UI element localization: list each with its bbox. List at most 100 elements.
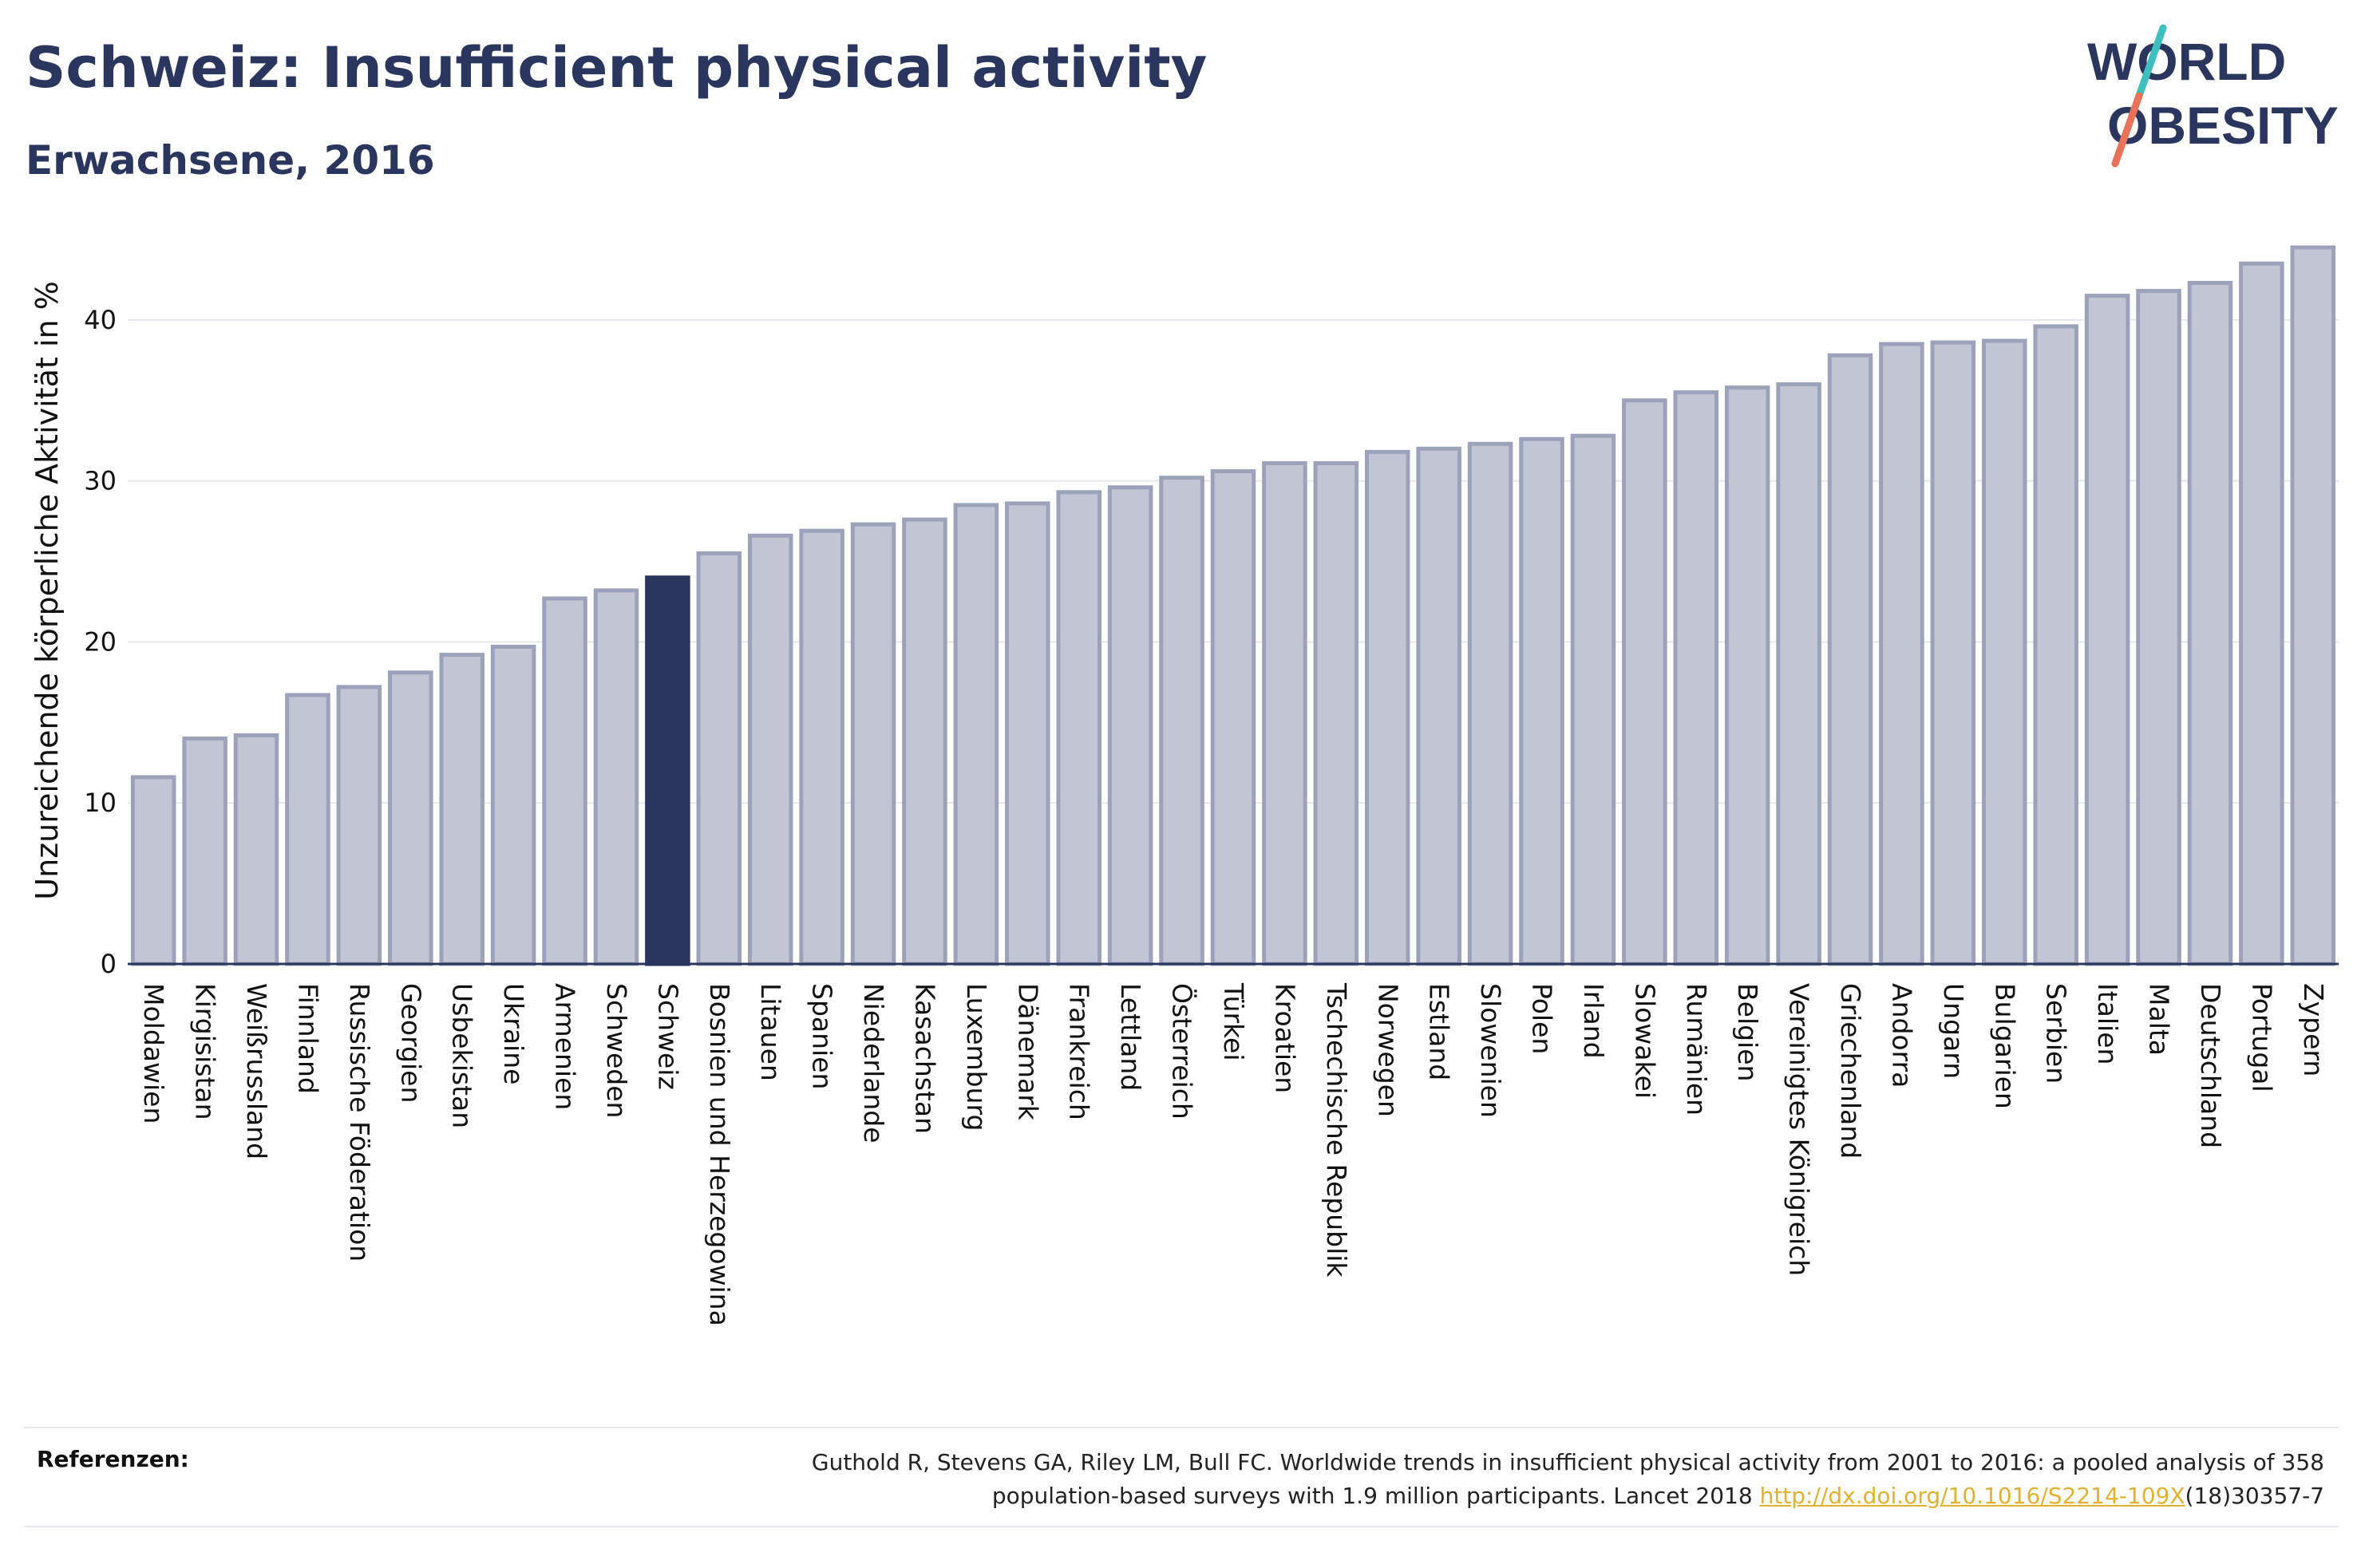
bar: [1467, 441, 1513, 966]
bar: [130, 775, 176, 966]
x-category-labels: Moldawien Kirgisistan Weißrussland Finnland…: [138, 982, 2329, 1326]
y-tick-label: 20: [84, 626, 117, 657]
bar: [2290, 245, 2336, 966]
x-category-label: Slowenien: [1475, 983, 1506, 1118]
bar: [2084, 294, 2130, 966]
bar: [2239, 261, 2284, 966]
chart-title: Schweiz: Insufficient physical activity: [26, 35, 1208, 101]
bar: [1005, 501, 1050, 966]
reference-line-2-end: (18)30357-7: [2185, 1483, 2324, 1509]
bar: [1879, 342, 1924, 966]
x-category-label: Norwegen: [1372, 983, 1403, 1117]
bar: [593, 588, 639, 966]
bar: [953, 503, 999, 966]
bar: [1416, 446, 1461, 966]
reference-line-2: population-based surveys with 1.9 millio…: [991, 1483, 1760, 1509]
references-label: Referenzen:: [37, 1446, 189, 1472]
bar: [2136, 289, 2181, 966]
bar: [696, 551, 742, 966]
x-category-label: Luxemburg: [961, 983, 992, 1131]
x-category-label: Bosnien und Herzegowina: [704, 983, 735, 1326]
x-category-label: Estland: [1424, 983, 1455, 1080]
x-category-label: Polen: [1527, 983, 1558, 1054]
bar: [542, 596, 587, 966]
references-text: Guthold R, Stevens GA, Riley LM, Bull FC…: [488, 1446, 2324, 1513]
bar: [1519, 436, 1564, 966]
bar-highlighted: [645, 575, 690, 966]
x-category-label: Malta: [2144, 983, 2175, 1056]
reference-doi-link[interactable]: http://dx.doi.org/10.1016/S2214-109X: [1759, 1483, 2185, 1509]
x-category-label: Irland: [1578, 983, 1609, 1059]
reference-line-1: Guthold R, Stevens GA, Riley LM, Bull FC…: [811, 1449, 2324, 1475]
x-category-label: Ungarn: [1938, 983, 1969, 1079]
x-category-label: Dänemark: [1012, 983, 1043, 1121]
x-category-label: Deutschland: [2195, 983, 2226, 1148]
bar: [1262, 460, 1307, 966]
bar: [1827, 353, 1873, 966]
bar: [1982, 338, 2027, 966]
bar: [439, 653, 484, 966]
bar: [1673, 390, 1719, 966]
bar: [850, 522, 896, 966]
x-category-label: Kroatien: [1269, 983, 1300, 1093]
x-category-label: Niederlande: [858, 983, 889, 1143]
references-divider-top: [24, 1427, 2339, 1428]
bar: [1364, 449, 1410, 966]
bar: [1724, 385, 1770, 966]
bar: [2187, 280, 2233, 966]
svg-text:WORLD: WORLD: [2087, 32, 2286, 91]
bar: [747, 533, 793, 966]
x-category-label: Serbien: [2041, 983, 2072, 1084]
bar: [1210, 469, 1256, 966]
x-category-label: Litauen: [755, 983, 786, 1081]
bar: [388, 670, 433, 966]
bar: [1622, 398, 1667, 966]
bar: [902, 517, 947, 966]
x-category-label: Schweiz: [652, 983, 683, 1090]
x-category-label: Spanien: [807, 983, 838, 1089]
y-tick-label: 10: [84, 788, 117, 818]
x-category-label: Weißrussland: [241, 983, 272, 1159]
references-divider-bottom: [24, 1526, 2339, 1527]
x-category-label: Ukraine: [498, 983, 529, 1084]
x-category-label: Kasachstan: [909, 983, 940, 1134]
x-category-label: Armenien: [550, 983, 581, 1110]
y-tick-label: 40: [84, 305, 117, 335]
x-category-label: Zypern: [2298, 983, 2329, 1076]
x-category-label: Italien: [2092, 983, 2123, 1064]
x-category-label: Bulgarien: [1989, 983, 2020, 1109]
x-category-label: Georgien: [395, 983, 426, 1103]
x-category-label: Vereinigtes Königreich: [1784, 983, 1815, 1276]
bar: [1570, 433, 1616, 966]
bar: [2033, 324, 2078, 966]
x-category-label: Slowakei: [1629, 983, 1660, 1099]
world-obesity-logo: WORLD OBESITY: [2087, 24, 2339, 168]
x-category-label: Russische Föderation: [344, 983, 375, 1262]
y-tick-labels: 0 10 20 30 40: [84, 305, 117, 979]
x-category-label: Belgien: [1732, 983, 1763, 1081]
x-category-label: Frankreich: [1064, 983, 1095, 1120]
x-category-label: Usbekistan: [447, 983, 478, 1128]
chart-subtitle: Erwachsene, 2016: [26, 137, 435, 184]
y-axis-title: Unzureichende körperliche Aktivität in %: [30, 281, 65, 899]
svg-text:OBESITY: OBESITY: [2107, 96, 2339, 155]
y-tick-label: 30: [84, 466, 117, 496]
bar-chart: 0 10 20 30 40 Moldawien Kirgisistan Weißrussla…: [30, 245, 2339, 1326]
x-category-label: Moldawien: [138, 983, 169, 1124]
bar: [233, 733, 279, 966]
x-category-label: Griechenland: [1835, 983, 1866, 1159]
x-category-label: Andorra: [1886, 983, 1917, 1088]
bar: [1930, 340, 1976, 966]
bar: [285, 693, 330, 966]
x-category-label: Kirgisistan: [190, 983, 221, 1120]
bars: [130, 245, 2336, 966]
bar: [1107, 485, 1153, 966]
x-category-label: Türkei: [1218, 982, 1249, 1061]
bar: [1776, 382, 1821, 966]
y-tick-label: 0: [101, 949, 117, 979]
x-category-label: Portugal: [2246, 983, 2277, 1092]
x-category-label: Tschechische Republik: [1321, 982, 1352, 1278]
x-category-label: Schweden: [601, 983, 632, 1118]
x-category-label: Finnland: [292, 983, 323, 1094]
bar: [1056, 490, 1102, 966]
